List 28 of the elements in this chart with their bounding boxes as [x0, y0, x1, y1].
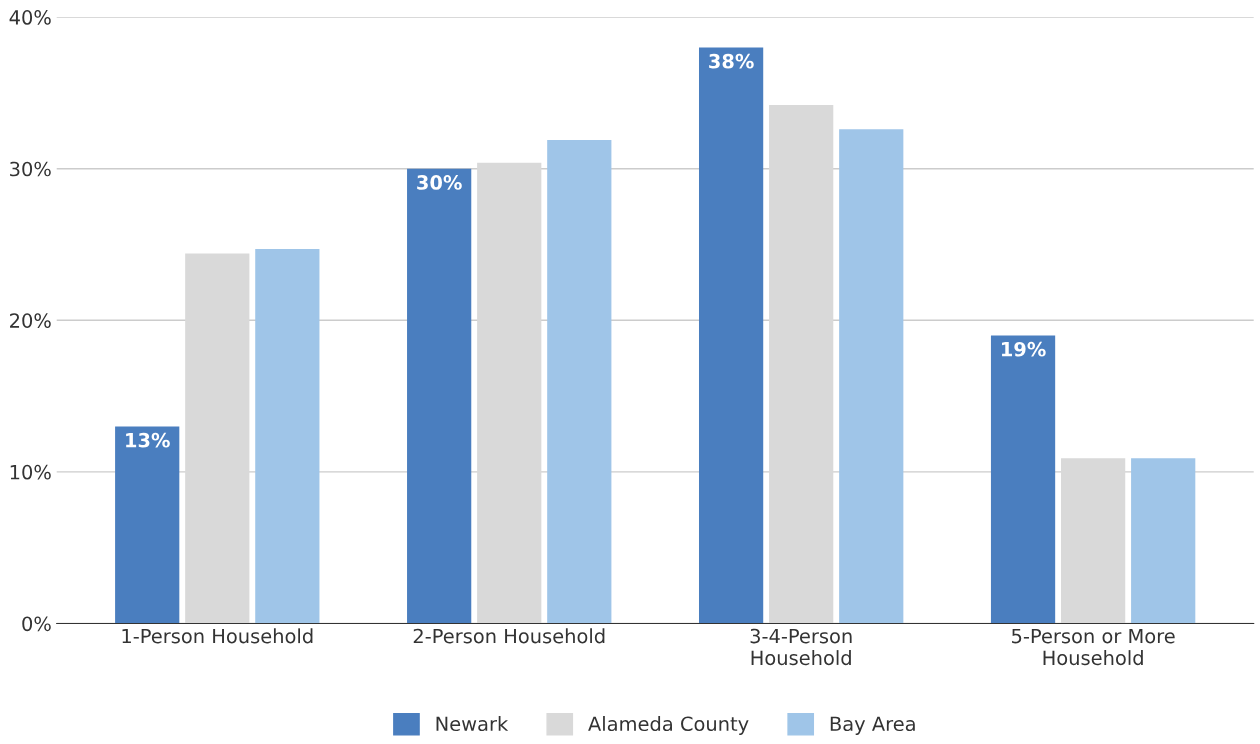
bar [769, 105, 834, 624]
bar [990, 335, 1056, 624]
x-tick-label: 3-4-Person Household [750, 628, 852, 666]
bar [407, 168, 472, 624]
legend-label: Bay Area [830, 716, 915, 735]
legend-label: Newark [436, 716, 509, 732]
data-label: 30% [417, 175, 462, 190]
bar [1061, 458, 1126, 624]
bar [698, 47, 764, 624]
bar [255, 249, 320, 624]
y-tick-label: 10% [10, 464, 51, 480]
legend-label: Alameda County [588, 716, 749, 735]
bar [1131, 458, 1196, 624]
bar [477, 162, 542, 624]
y-tick-label: 30% [10, 161, 51, 177]
bar [115, 426, 180, 624]
y-tick-label: 0% [22, 616, 51, 632]
x-tick-label: 2-Person Household [413, 628, 605, 644]
x-tick-label: 1-Person Household [122, 628, 313, 644]
y-tick-label: 40% [9, 10, 51, 25]
bar [185, 253, 250, 624]
x-tick-label: 5-Person or More Household [1012, 628, 1175, 666]
data-label: 38% [709, 53, 754, 69]
y-tick-label: 20% [10, 313, 51, 328]
bar [839, 129, 904, 624]
data-label: 19% [1001, 341, 1046, 357]
bar [547, 139, 612, 624]
data-label: 13% [126, 432, 170, 448]
